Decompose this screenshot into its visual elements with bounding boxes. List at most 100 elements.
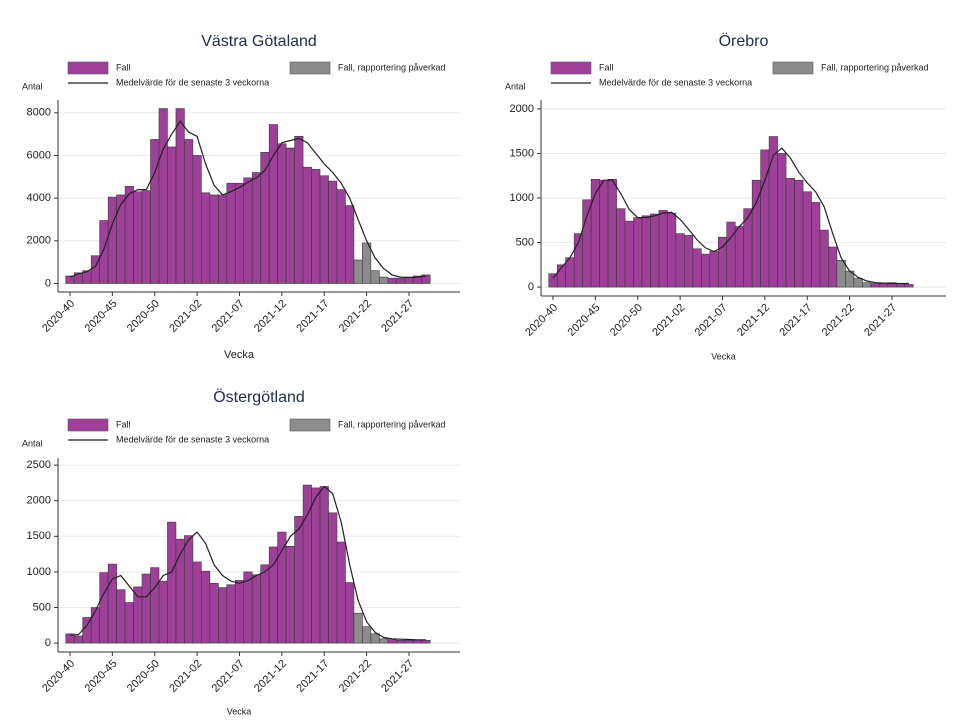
chart-panel: Västra Götaland Antal Vecka Fall Fall, rappo… [22, 33, 460, 361]
bar [319, 175, 329, 284]
bar [777, 153, 787, 288]
average-line [69, 485, 426, 641]
legend-swatch [67, 418, 109, 432]
bar [870, 283, 880, 288]
x-tick-label: 2020-45 [83, 298, 120, 335]
x-tick-label: 2021-27 [379, 658, 416, 695]
bar [370, 633, 380, 644]
bar [209, 194, 219, 284]
chart-title: Östergötland [213, 388, 305, 406]
y-tick-label: 8000 [27, 107, 51, 119]
y-tick-label: 500 [33, 601, 51, 613]
bar [421, 274, 431, 284]
bar [328, 512, 338, 644]
bar [395, 639, 406, 644]
bar [133, 586, 143, 644]
bar [260, 151, 270, 284]
x-tick-label: 2021-22 [337, 298, 374, 335]
bar [243, 571, 253, 644]
legend-label: Fall, rapportering påverkad [338, 419, 446, 429]
bar [294, 135, 304, 284]
bar [234, 182, 245, 284]
bar [243, 177, 253, 284]
bar [192, 155, 202, 284]
bar [785, 178, 795, 288]
bar [107, 563, 117, 644]
x-tick-label: 2021-17 [777, 302, 814, 339]
bar [226, 584, 236, 644]
bar [387, 277, 397, 284]
legend-label: Fall, rapportering påverkad [338, 62, 446, 72]
x-tick-label: 2020-50 [125, 658, 162, 695]
bar [794, 179, 804, 288]
x-tick-label: 2021-07 [693, 302, 730, 339]
bar [175, 108, 185, 284]
bar [607, 178, 617, 288]
y-axis-title: Antal [22, 81, 43, 91]
bar [302, 166, 312, 284]
legend-label: Fall [599, 62, 614, 72]
bar [99, 572, 109, 644]
bar [345, 582, 355, 644]
bar [260, 564, 270, 644]
bar [624, 220, 634, 288]
y-tick-label: 1500 [27, 530, 51, 542]
bar [692, 248, 702, 288]
bar [658, 210, 668, 288]
bar [201, 570, 211, 644]
y-tick-label: 2000 [510, 103, 534, 115]
legend-label: Medelvärde för de senaste 3 veckorna [116, 434, 269, 444]
legend-swatch [550, 61, 592, 75]
x-axis-title: Vecka [224, 349, 255, 361]
bar [565, 257, 575, 288]
bar [184, 535, 194, 644]
bar [802, 191, 812, 288]
bar [590, 178, 600, 288]
y-tick-label: 500 [516, 236, 534, 248]
bar [99, 220, 109, 284]
y-tick-label: 0 [45, 277, 51, 289]
bar [853, 277, 863, 288]
x-tick-label: 2020-45 [566, 302, 603, 339]
bar [717, 236, 728, 288]
x-tick-label: 2021-17 [294, 658, 331, 695]
chart-title: Örebro [719, 32, 769, 50]
y-tick-label: 1500 [510, 147, 534, 159]
x-tick-label: 2020-40 [40, 298, 77, 335]
bar [150, 139, 160, 284]
bar [904, 284, 914, 288]
chart-panel: Örebro Antal Vecka Fall Fall, rapportering p… [505, 32, 946, 361]
bar [811, 202, 821, 288]
x-tick-label: 2021-22 [820, 302, 857, 339]
legend-swatch [289, 61, 331, 75]
bar [362, 626, 372, 644]
x-tick-label: 2021-12 [252, 298, 289, 335]
x-tick-label: 2021-17 [294, 298, 331, 335]
bar [251, 574, 261, 644]
bar [218, 587, 228, 644]
bar [328, 180, 338, 284]
bar [362, 242, 372, 284]
bar [294, 516, 304, 644]
bar [548, 273, 558, 288]
chart-title: Västra Götaland [201, 33, 317, 50]
legend-label: Fall [116, 419, 131, 429]
bar [734, 226, 744, 288]
bar [768, 136, 778, 288]
bar [633, 217, 643, 288]
bar [90, 607, 100, 644]
y-axis-title: Antal [505, 81, 526, 91]
x-tick-label: 2020-45 [83, 658, 120, 695]
bar [667, 212, 677, 288]
bar [599, 179, 609, 288]
bar [387, 639, 397, 644]
bar [285, 545, 295, 644]
bar [268, 124, 278, 284]
bar [73, 635, 84, 644]
bar [234, 580, 245, 644]
bar [124, 186, 134, 284]
bar [336, 189, 346, 284]
legend-swatch [67, 61, 109, 75]
bar [616, 208, 626, 288]
chart-panel: Östergötland Antal Vecka Fall Fall, rapporte… [22, 388, 460, 716]
